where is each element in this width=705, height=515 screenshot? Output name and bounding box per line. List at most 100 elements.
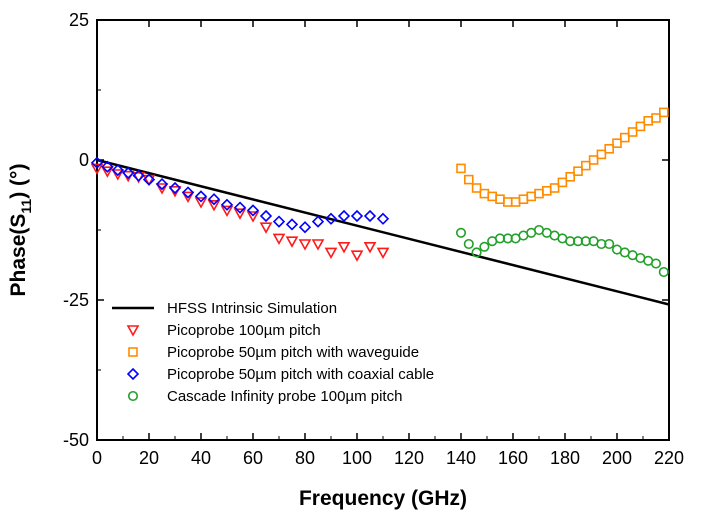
x-axis-title: Frequency (GHz) bbox=[299, 487, 467, 510]
simulation-line bbox=[96, 158, 670, 306]
data-point bbox=[285, 236, 299, 248]
data-point bbox=[122, 166, 135, 180]
data-point bbox=[324, 212, 338, 225]
series-1 bbox=[96, 158, 670, 306]
legend-marker bbox=[126, 325, 140, 337]
y-axis-title: Phase(S11) (°) bbox=[7, 164, 34, 297]
y-tick-label: 0 bbox=[79, 150, 89, 170]
data-point bbox=[376, 212, 390, 225]
data-point bbox=[495, 194, 505, 204]
data-point bbox=[259, 222, 273, 234]
data-point bbox=[311, 215, 325, 228]
series-layer bbox=[90, 107, 670, 306]
y-tick-label: -25 bbox=[63, 290, 89, 310]
legend-label: Picoprobe 100µm pitch bbox=[167, 322, 321, 339]
x-tick-label: 160 bbox=[498, 448, 528, 468]
legend-item: HFSS Intrinsic Simulation bbox=[112, 300, 337, 317]
data-point bbox=[588, 155, 599, 165]
y-axis-title-subscript: 11 bbox=[18, 199, 34, 214]
data-point bbox=[549, 183, 560, 193]
data-point bbox=[604, 238, 615, 250]
data-point bbox=[298, 221, 312, 234]
data-point bbox=[643, 116, 654, 126]
data-point bbox=[272, 233, 286, 246]
series-3 bbox=[456, 107, 669, 207]
x-tick-label: 40 bbox=[191, 448, 211, 468]
legend-item: Picoprobe 50µm pitch with coaxial cable bbox=[126, 366, 434, 383]
x-tick-label: 0 bbox=[92, 448, 102, 468]
legend-marker bbox=[128, 347, 138, 357]
data-point bbox=[142, 173, 156, 186]
data-point bbox=[635, 121, 646, 132]
data-point bbox=[376, 247, 390, 260]
data-point bbox=[471, 247, 482, 258]
data-point bbox=[557, 177, 568, 188]
data-point bbox=[246, 211, 260, 223]
legend-label: Picoprobe 50µm pitch with coaxial cable bbox=[167, 366, 434, 383]
legend-item: Cascade Infinity probe 100µm pitch bbox=[127, 388, 402, 405]
data-point bbox=[168, 186, 182, 198]
data-point bbox=[207, 193, 221, 206]
axis-layer: 0 20 40 60 80 100 120 140 160 180 200 220 -50 -25 0 25 bbox=[63, 10, 684, 468]
data-point bbox=[658, 266, 669, 278]
data-point bbox=[479, 188, 490, 199]
data-point bbox=[324, 247, 338, 260]
y-tick-label: 25 bbox=[69, 10, 89, 30]
data-point bbox=[233, 208, 247, 220]
data-point bbox=[298, 239, 312, 251]
data-point bbox=[463, 238, 474, 250]
data-point bbox=[168, 181, 182, 195]
data-point bbox=[363, 209, 377, 223]
data-point bbox=[350, 250, 364, 262]
legend-item: Picoprobe 100µm pitch bbox=[126, 322, 321, 339]
data-point bbox=[90, 156, 104, 169]
data-point bbox=[272, 215, 286, 228]
data-point bbox=[101, 166, 114, 178]
x-tick-label: 60 bbox=[243, 448, 263, 468]
series-2 bbox=[90, 163, 390, 262]
data-point bbox=[534, 188, 544, 199]
data-point bbox=[510, 197, 521, 207]
legend: HFSS Intrinsic Simulation Picoprobe 100µm… bbox=[112, 300, 434, 405]
data-point bbox=[651, 113, 661, 123]
x-tick-label: 140 bbox=[446, 448, 476, 468]
data-point bbox=[471, 183, 482, 193]
x-tick-label: 80 bbox=[295, 448, 315, 468]
data-point bbox=[181, 186, 195, 199]
data-point bbox=[526, 191, 537, 202]
data-point bbox=[194, 190, 208, 203]
x-tick-label: 120 bbox=[394, 448, 424, 468]
y-axis-title-rest: ) (°) bbox=[7, 164, 30, 199]
data-point bbox=[132, 169, 145, 182]
data-point bbox=[233, 201, 247, 214]
data-point bbox=[487, 191, 498, 202]
data-point bbox=[573, 166, 583, 176]
data-point bbox=[207, 200, 221, 212]
data-point bbox=[363, 242, 377, 254]
data-point bbox=[650, 258, 662, 269]
data-point bbox=[246, 204, 260, 217]
data-point bbox=[604, 144, 615, 154]
data-point bbox=[111, 163, 124, 177]
data-point bbox=[155, 177, 169, 191]
data-point bbox=[259, 209, 273, 223]
data-point bbox=[502, 197, 513, 207]
data-point bbox=[627, 127, 638, 137]
data-point bbox=[619, 132, 630, 143]
y-tick-label: -50 bbox=[63, 430, 89, 450]
legend-marker bbox=[127, 390, 139, 402]
data-point bbox=[285, 218, 299, 231]
data-point bbox=[541, 186, 552, 196]
data-point bbox=[337, 242, 351, 254]
data-point bbox=[658, 107, 669, 118]
data-point bbox=[455, 227, 467, 238]
x-tick-label: 200 bbox=[602, 448, 632, 468]
series-4 bbox=[90, 156, 390, 234]
legend-item: Picoprobe 50µm pitch with waveguide bbox=[128, 344, 419, 361]
legend-marker bbox=[126, 367, 140, 381]
data-point bbox=[121, 170, 135, 183]
data-point bbox=[220, 205, 234, 218]
data-point bbox=[565, 172, 576, 182]
data-point bbox=[463, 174, 474, 185]
data-point bbox=[580, 160, 591, 171]
